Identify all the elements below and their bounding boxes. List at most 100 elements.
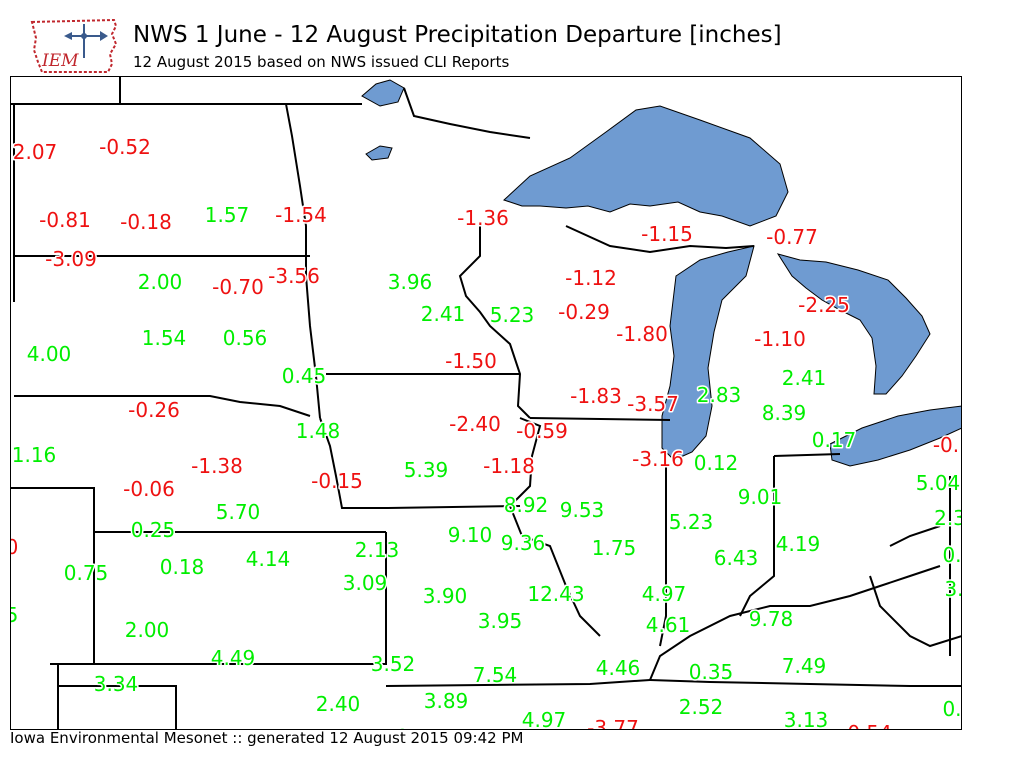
station-value-label: -3.57 — [627, 392, 679, 416]
station-value-label: 0. — [942, 697, 961, 721]
station-value-label: 1.75 — [592, 536, 637, 560]
precipitation-map: 2.07 -0.52 -0.81 -0.18 1.57 -1.54 -1.36 -1.15 -0… — [10, 76, 962, 730]
station-value-label: -3.77 — [587, 716, 639, 730]
station-value-label: -2.25 — [798, 293, 850, 317]
station-value-label: -0.26 — [128, 398, 180, 422]
station-value-label: -3.09 — [45, 247, 97, 271]
station-value-label: 5 — [10, 603, 18, 627]
station-value-label: -1.83 — [570, 384, 622, 408]
station-value-label: 3.09 — [343, 571, 388, 595]
station-value-label: 4.00 — [27, 342, 72, 366]
station-value-label: 2.40 — [316, 692, 361, 716]
weather-vane-icon — [64, 24, 108, 58]
in-oh-border — [739, 456, 775, 617]
station-value-label: -0.54 — [840, 721, 892, 730]
map-background — [10, 76, 962, 730]
iem-logo: IEM — [30, 18, 118, 73]
station-value-label: 4.19 — [776, 532, 821, 556]
mn-wi-border — [458, 222, 531, 419]
station-value-label: 7.54 — [473, 663, 518, 687]
station-value-label: 3.13 — [784, 708, 829, 730]
station-values: 2.07 -0.52 -0.81 -0.18 1.57 -1.54 -1.36 -1.15 -0… — [10, 134, 962, 731]
station-value-label: 12.43 — [527, 582, 584, 606]
station-value-label: 2.00 — [125, 618, 170, 642]
station-value-label: 8.92 — [504, 493, 549, 517]
station-value-label: 2.83 — [697, 383, 742, 407]
station-value-label: 2.00 — [138, 270, 183, 294]
station-value-label: 1.57 — [205, 203, 250, 227]
station-value-label: 1.54 — [142, 326, 187, 350]
ks-mo-border — [50, 532, 387, 665]
station-value-label: -0.81 — [39, 208, 91, 232]
station-value-label: 3.52 — [371, 652, 416, 676]
station-value-label: 0 — [10, 535, 18, 559]
station-value-label: 3.95 — [478, 609, 523, 633]
nd-mn-border — [285, 103, 321, 419]
station-value-label: 2.41 — [782, 366, 827, 390]
co-border — [10, 487, 95, 664]
station-value-label: -0. — [933, 433, 959, 457]
station-value-label: 0.35 — [689, 660, 734, 684]
station-value-label: 9.36 — [501, 531, 546, 555]
station-value-label: 0.18 — [160, 555, 205, 579]
station-value-label: -1.36 — [457, 206, 509, 230]
station-value-label: 4.14 — [246, 547, 291, 571]
station-value-label: 5.23 — [490, 303, 535, 327]
ky-tn-border — [649, 679, 962, 687]
station-value-label: 5.64 — [376, 725, 421, 730]
station-value-label: -3.56 — [268, 264, 320, 288]
station-value-label: 9.78 — [749, 607, 794, 631]
station-value-label: 9.10 — [448, 523, 493, 547]
station-value-label: 3. — [944, 577, 962, 601]
mo-southern-border — [385, 679, 651, 687]
station-value-label: 5.39 — [404, 458, 449, 482]
station-value-label: -0.29 — [558, 300, 610, 324]
station-value-label: 2.52 — [679, 695, 724, 719]
station-value-label: 5.23 — [669, 510, 714, 534]
wi-il-border — [529, 417, 671, 421]
oh-river — [649, 565, 941, 681]
station-value-label: 2.3 — [934, 506, 962, 530]
station-value-label: 0.12 — [694, 451, 739, 475]
station-value-label: 7.49 — [782, 654, 827, 678]
station-value-label: 4.46 — [596, 656, 641, 680]
station-value-label: -0.52 — [99, 135, 151, 159]
station-value-label: 5.70 — [216, 500, 261, 524]
station-value-label: -0.70 — [212, 275, 264, 299]
sd-ne-border — [14, 395, 311, 417]
station-value-label: 6.43 — [714, 546, 759, 570]
lake-huron — [776, 253, 931, 395]
station-value-label: 2.41 — [421, 302, 466, 326]
state-boundaries — [10, 76, 962, 730]
map-title: NWS 1 June - 12 August Precipitation Dep… — [133, 22, 782, 48]
great-lakes — [361, 79, 962, 467]
station-value-label: 4.49 — [211, 646, 256, 670]
station-value-label: 0.56 — [223, 326, 268, 350]
station-value-label: 4.97 — [642, 582, 687, 606]
station-value-label: -0.18 — [120, 210, 172, 234]
map-frame — [10, 76, 962, 730]
station-value-label: -2.40 — [449, 412, 501, 436]
station-value-label: 0.45 — [282, 364, 327, 388]
station-value-label: 9.01 — [738, 485, 783, 509]
station-value-label: -0.77 — [766, 225, 818, 249]
logo-text: IEM — [41, 51, 79, 71]
station-value-label: 0.17 — [812, 428, 857, 452]
station-value-label: 3.34 — [94, 672, 139, 696]
station-value-label: 9.53 — [560, 498, 605, 522]
station-value-label: 4.61 — [646, 613, 691, 637]
station-value-label: -1.50 — [445, 349, 497, 373]
station-value-label: 1.48 — [296, 419, 341, 443]
station-value-label: -3.16 — [632, 447, 684, 471]
station-value-label: -1.38 — [191, 454, 243, 478]
station-value-label: 0.75 — [64, 561, 109, 585]
iowa-state-outline-icon — [30, 18, 118, 73]
station-value-label: 2.13 — [355, 538, 400, 562]
station-value-label: -1.54 — [275, 203, 327, 227]
station-value-label: 4.97 — [522, 708, 567, 730]
lake-winnipeg — [365, 145, 393, 161]
station-value-label: -0.59 — [516, 419, 568, 443]
station-value-label: 5.04 — [916, 471, 961, 495]
il-in-border — [659, 460, 667, 647]
station-value-label: 8.39 — [762, 401, 807, 425]
